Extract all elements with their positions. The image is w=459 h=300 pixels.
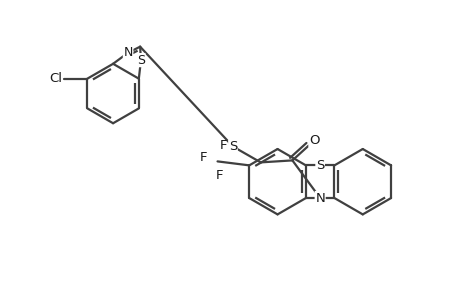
Text: S: S [228,140,237,153]
Text: S: S [137,54,145,67]
Text: O: O [308,134,319,147]
Text: N: N [123,46,133,59]
Text: F: F [215,169,223,182]
Text: Cl: Cl [49,72,62,85]
Text: S: S [315,159,324,172]
Text: F: F [219,139,227,152]
Text: N: N [314,192,325,205]
Text: F: F [200,151,207,164]
